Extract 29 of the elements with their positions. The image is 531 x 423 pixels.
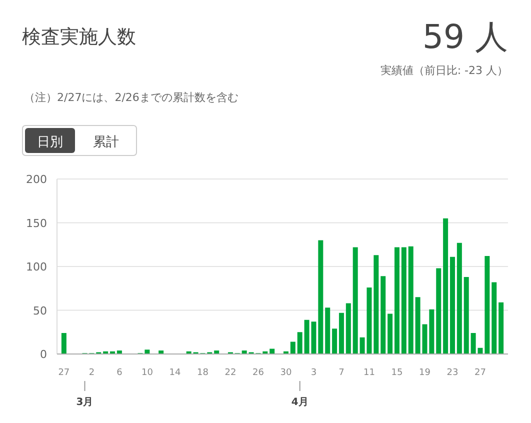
text: 実績値（前日比: -23 人） [380,64,508,77]
x-tick-label: 18 [196,368,209,378]
text: 日別 [37,135,63,150]
x-tick-label: 11 [364,368,375,378]
x-tick-label: 23 [446,368,458,378]
x-tick-label: 27 [58,368,70,378]
x-tick-label: 27 [474,368,486,378]
x-tick-label: 2 [88,368,95,378]
x-tick-label: 30 [280,368,292,378]
y-tick-label: 100 [26,260,47,274]
x-tick-label: 15 [391,368,403,378]
text: 累計 [93,135,119,150]
y-tick-label: 150 [26,216,47,230]
y-tick-label: 50 [33,304,47,318]
x-tick-label: 22 [224,368,236,378]
y-tick-label: 200 [26,173,47,186]
y-tick-label: 0 [40,348,47,361]
annotation: 4月 [291,397,308,408]
x-tick-label: 10 [141,368,154,378]
x-tick-label: 6 [116,368,123,378]
x-tick-label: 14 [169,368,181,378]
x-tick-label: 3 [310,368,317,378]
annotation: 3月 [76,397,94,408]
text: 59 人 [422,17,508,56]
chart-title: 検査実施人数 [22,26,136,48]
x-tick-label: 26 [252,368,264,378]
text: （注）2/27には、2/26までの累計数を含む [24,91,238,104]
x-tick-label: 19 [419,368,431,378]
x-tick-label: 7 [338,368,344,378]
